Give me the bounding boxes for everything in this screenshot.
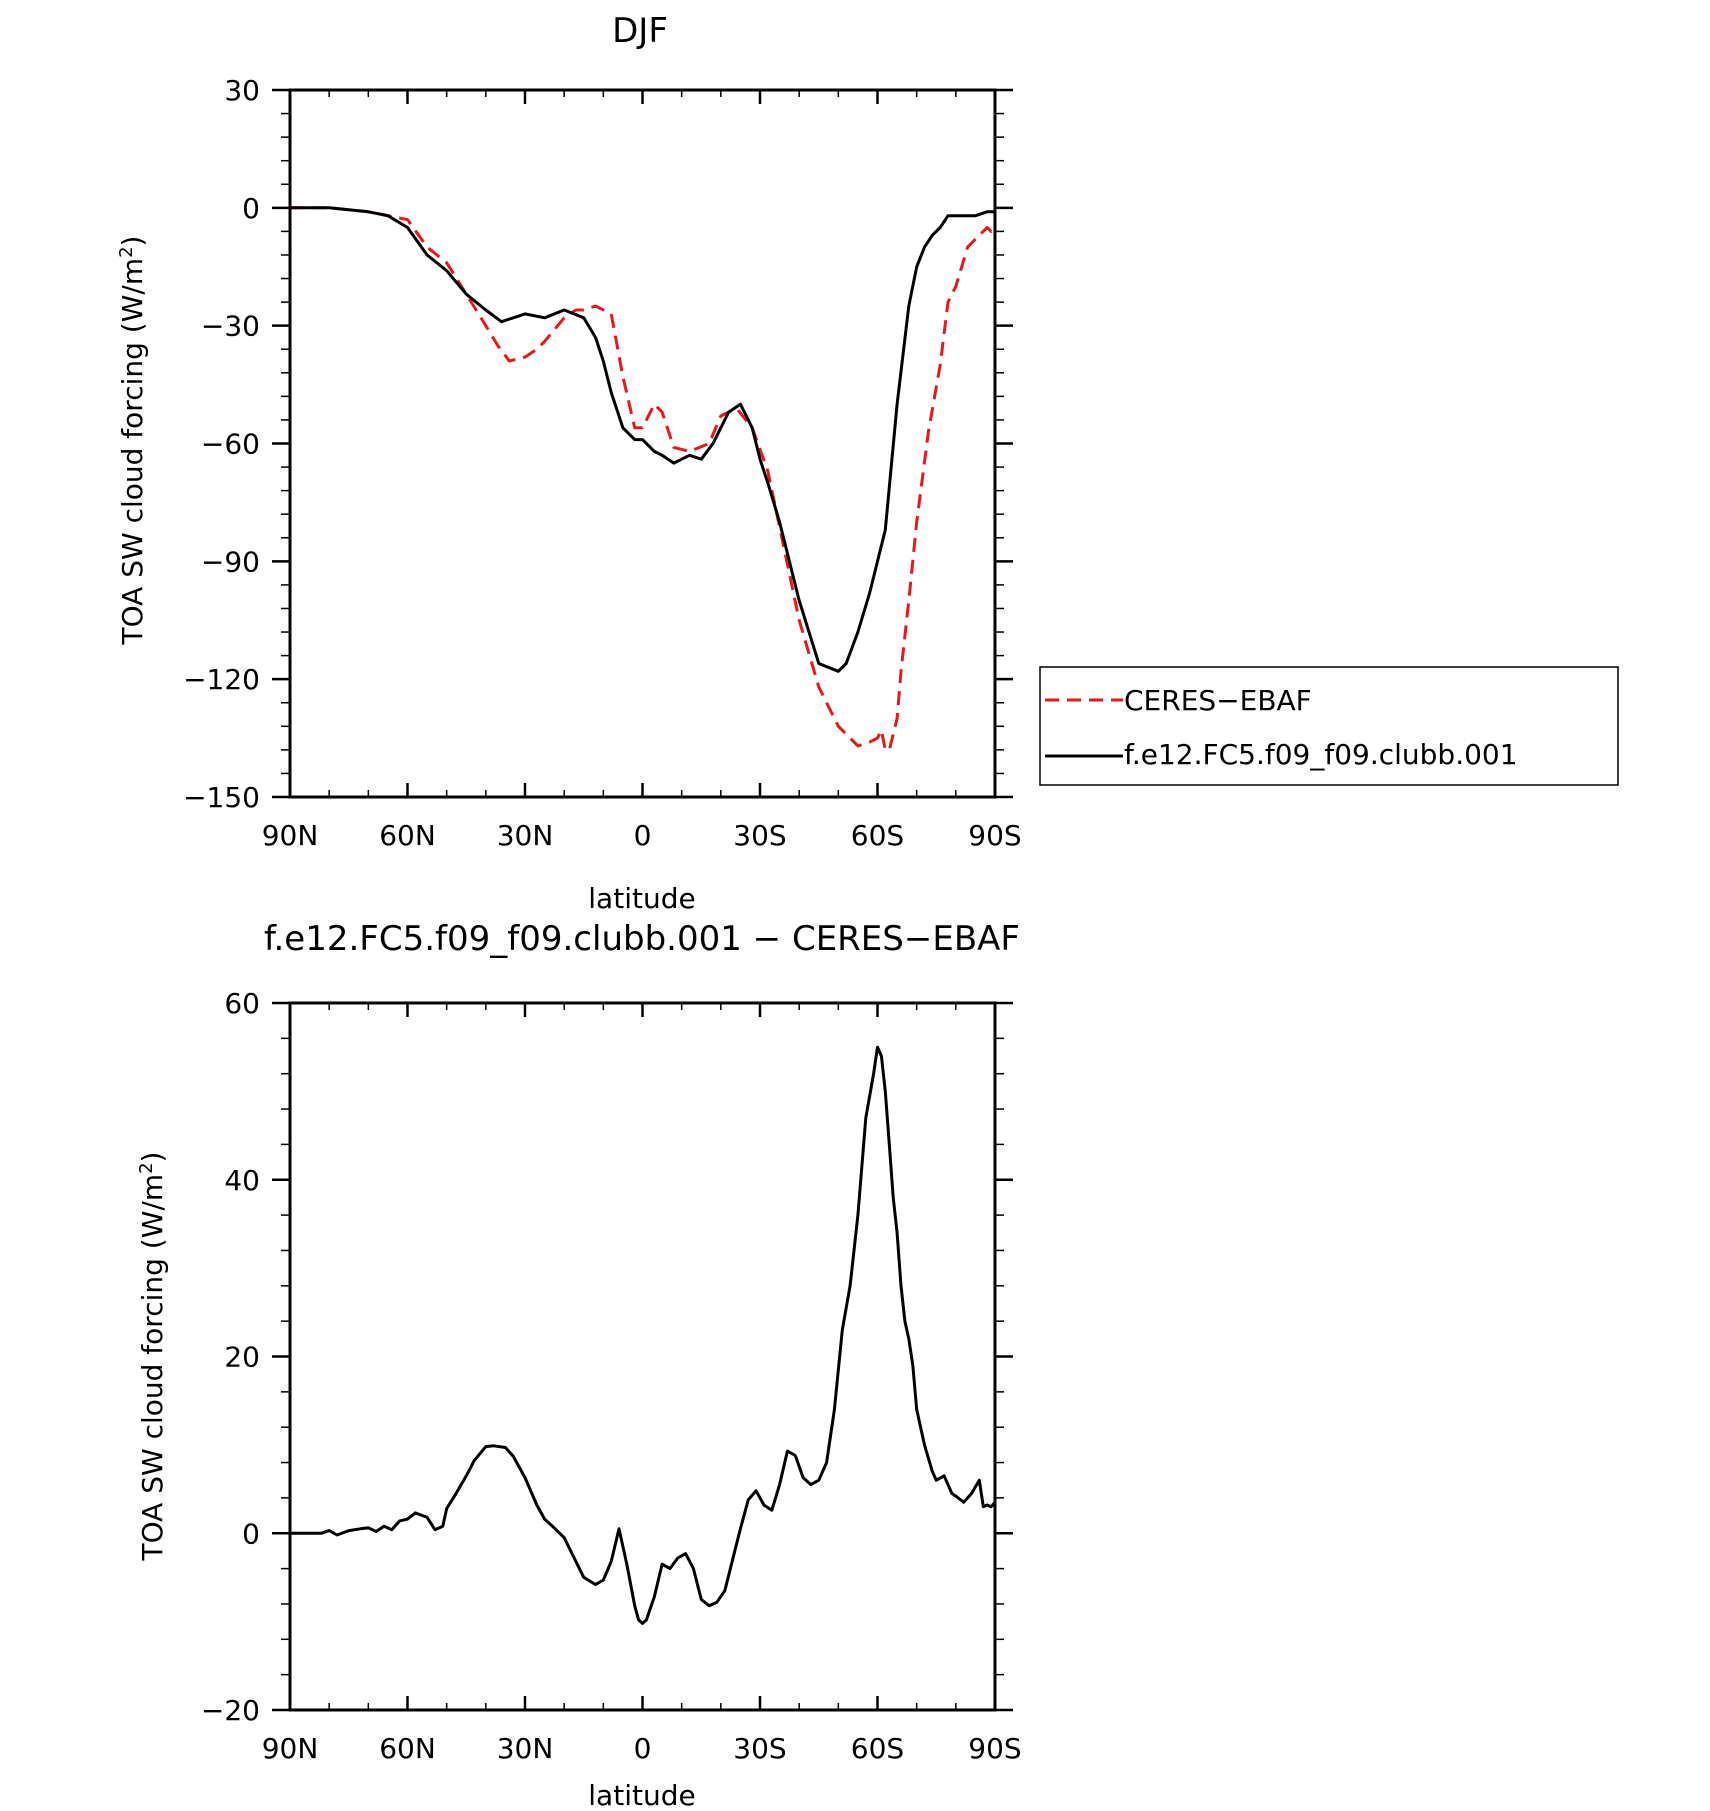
chart-top-y-tick-label: −120 [183, 663, 260, 696]
chart-top-title: DJF [612, 11, 668, 51]
chart-top-x-tick-label: 30N [497, 819, 554, 852]
chart-top-y-tick-label: 30 [224, 74, 260, 107]
chart-bottom-x-axis-label: latitude [588, 1779, 695, 1811]
chart-bottom-series-line-0 [290, 1045, 997, 1625]
chart-top-x-axis-label: latitude [588, 882, 695, 915]
chart-top-x-tick-label: 30S [733, 819, 786, 852]
legend: CERES−EBAF f.e12.FC5.f09_f09.clubb.001 [1039, 666, 1619, 786]
chart-top-y-tick-label: −150 [183, 781, 260, 814]
chart-top-y-axis-label: TOA SW cloud forcing (W/m2) [116, 236, 149, 646]
chart-top-x-tick-label: 60N [379, 819, 436, 852]
chart-bottom-x-tick-label: 60N [379, 1732, 436, 1765]
chart-top: DJF 90N 60N 30N 0 30S 60S 90S 30 0 −30 −60 −90 −120 −… [116, 11, 1619, 915]
chart-bottom-y-tick-label: 60 [224, 987, 260, 1020]
chart-bottom-x-tick-label: 30S [733, 1732, 786, 1765]
chart-bottom-series [290, 1045, 997, 1625]
chart-top-ticks [272, 88, 1013, 799]
chart-bottom-y-axis-label: TOA SW cloud forcing (W/m2) [136, 1152, 169, 1562]
chart-top-y-tick-label: −60 [201, 428, 260, 461]
chart-top-y-axis-label-sup: 2 [116, 246, 137, 257]
chart-top-y-axis-label-end: ) [116, 236, 149, 247]
chart-top-series [290, 206, 997, 752]
chart-top-x-tick-label: 90N [262, 819, 319, 852]
chart-top-x-tick-label: 0 [634, 819, 652, 852]
chart-top-plot-frame [288, 88, 997, 799]
legend-label-model: f.e12.FC5.f09_f09.clubb.001 [1124, 738, 1518, 771]
chart-top-y-tick-label: 0 [242, 192, 260, 225]
chart-bottom-tick-labels: 90N 60N 30N 0 30S 60S 90S 60 40 20 0 −20 [201, 987, 1022, 1765]
chart-top-series-line-0 [290, 206, 997, 752]
chart-bottom-title: f.e12.FC5.f09_f09.clubb.001 − CERES−EBAF [264, 919, 1020, 959]
chart-top-x-tick-label: 60S [851, 819, 904, 852]
chart-bottom-x-tick-label: 60S [851, 1732, 904, 1765]
chart-top-y-tick-label: −30 [201, 310, 260, 343]
chart-bottom-x-tick-label: 90N [262, 1732, 319, 1765]
chart-bottom-x-tick-label: 0 [634, 1732, 652, 1765]
chart-bottom-y-tick-label: 0 [242, 1517, 260, 1550]
chart-top-tick-labels: 90N 60N 30N 0 30S 60S 90S 30 0 −30 −60 −90 −120 −150 [183, 74, 1022, 852]
chart-bottom-plot-frame [288, 1001, 997, 1712]
chart-top-series-line-1 [290, 206, 995, 673]
chart-bottom-y-axis-label-end: ) [136, 1152, 169, 1163]
chart-bottom-x-tick-label: 30N [497, 1732, 554, 1765]
chart-bottom-y-tick-label: −20 [201, 1694, 260, 1727]
chart-bottom-y-tick-label: 40 [224, 1164, 260, 1197]
chart-bottom-ticks [272, 1001, 1013, 1712]
chart-bottom-y-axis-label-main: TOA SW cloud forcing (W/m [136, 1174, 169, 1562]
chart-top-y-axis-label-main: TOA SW cloud forcing (W/m [116, 258, 149, 646]
chart-bottom-y-tick-label: 20 [224, 1341, 260, 1374]
chart-top-y-tick-label: −90 [201, 545, 260, 578]
legend-box [1039, 666, 1619, 786]
chart-top-x-tick-label: 90S [968, 819, 1021, 852]
chart-bottom-y-axis-label-sup: 2 [136, 1162, 157, 1173]
legend-label-ceres: CERES−EBAF [1124, 684, 1312, 717]
chart-bottom: f.e12.FC5.f09_f09.clubb.001 − CERES−EBAF… [136, 919, 1022, 1811]
chart-bottom-x-tick-label: 90S [968, 1732, 1021, 1765]
